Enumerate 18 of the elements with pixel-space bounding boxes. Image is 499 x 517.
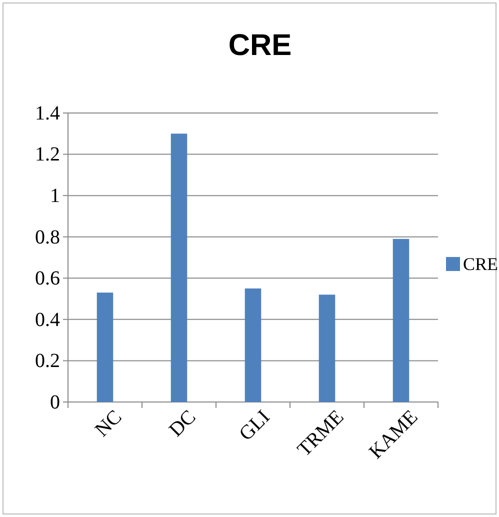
chart-title: CRE xyxy=(228,29,292,62)
bar xyxy=(318,294,336,402)
bar xyxy=(170,134,188,402)
x-tick-label: DC xyxy=(165,406,200,442)
x-tick-label: NC xyxy=(91,406,126,442)
bar xyxy=(244,288,262,402)
y-tick-label: 1 xyxy=(50,184,60,207)
x-tick-label: GLI xyxy=(235,406,274,446)
bar xyxy=(392,238,410,402)
legend-label: CRE xyxy=(463,254,498,274)
y-tick-label: 0.2 xyxy=(35,350,60,372)
bar xyxy=(96,292,114,402)
y-tick-label: 1.4 xyxy=(35,102,60,124)
y-tick-label: 0.8 xyxy=(35,226,60,248)
y-tick-label: 1.2 xyxy=(35,144,60,166)
y-tick-label: 0.4 xyxy=(35,308,60,331)
y-tick-label: 0 xyxy=(50,391,60,414)
y-tick-label: 0.6 xyxy=(35,268,60,290)
